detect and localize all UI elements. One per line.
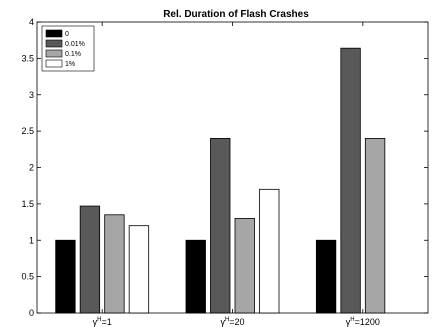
legend-swatch (46, 50, 62, 57)
bar-001-0 (80, 206, 100, 313)
legend-label: 0 (65, 31, 69, 38)
legend: 0 0.01% 0.1% 1% (42, 26, 94, 71)
bar-0-2 (316, 240, 336, 313)
bar-001-2 (341, 48, 361, 313)
y-tick-label: 3 (29, 90, 34, 100)
chart-title: Rel. Duration of Flash Crashes (163, 9, 309, 20)
legend-swatch (46, 30, 62, 37)
legend-label: 1% (65, 61, 75, 68)
y-tick-label: 1.5 (21, 199, 34, 209)
y-tick-label: 2.5 (21, 126, 34, 136)
y-tick-label: 2 (29, 163, 34, 173)
x-tick-label-rest: =1200 (355, 317, 380, 327)
bar-01-1 (235, 218, 255, 313)
y-tick-label: 0.5 (21, 272, 34, 282)
y-tick-label: 4 (29, 17, 34, 27)
x-tick-label: γH=1200 (346, 317, 380, 327)
legend-label: 0.1% (65, 51, 81, 58)
x-tick-label-rest: =1 (101, 317, 111, 327)
bar-0-1 (186, 240, 206, 313)
legend-label: 0.01% (65, 41, 85, 48)
bar-001-1 (211, 138, 231, 313)
x-tick-label-rest: =20 (229, 317, 244, 327)
legend-swatch (46, 40, 62, 47)
bar-0-0 (56, 240, 76, 313)
bar-01-0 (105, 215, 125, 313)
legend-swatch (46, 60, 62, 67)
bar-1-1 (260, 189, 280, 313)
y-tick-label: 0 (29, 308, 34, 318)
bar-1-0 (129, 226, 149, 313)
y-tick-label: 1 (29, 235, 34, 245)
y-tick-label: 3.5 (21, 53, 34, 63)
x-tick-label: γH=1 (93, 317, 112, 327)
bar-01-2 (365, 138, 385, 313)
x-tick-label: γH=20 (220, 317, 244, 327)
